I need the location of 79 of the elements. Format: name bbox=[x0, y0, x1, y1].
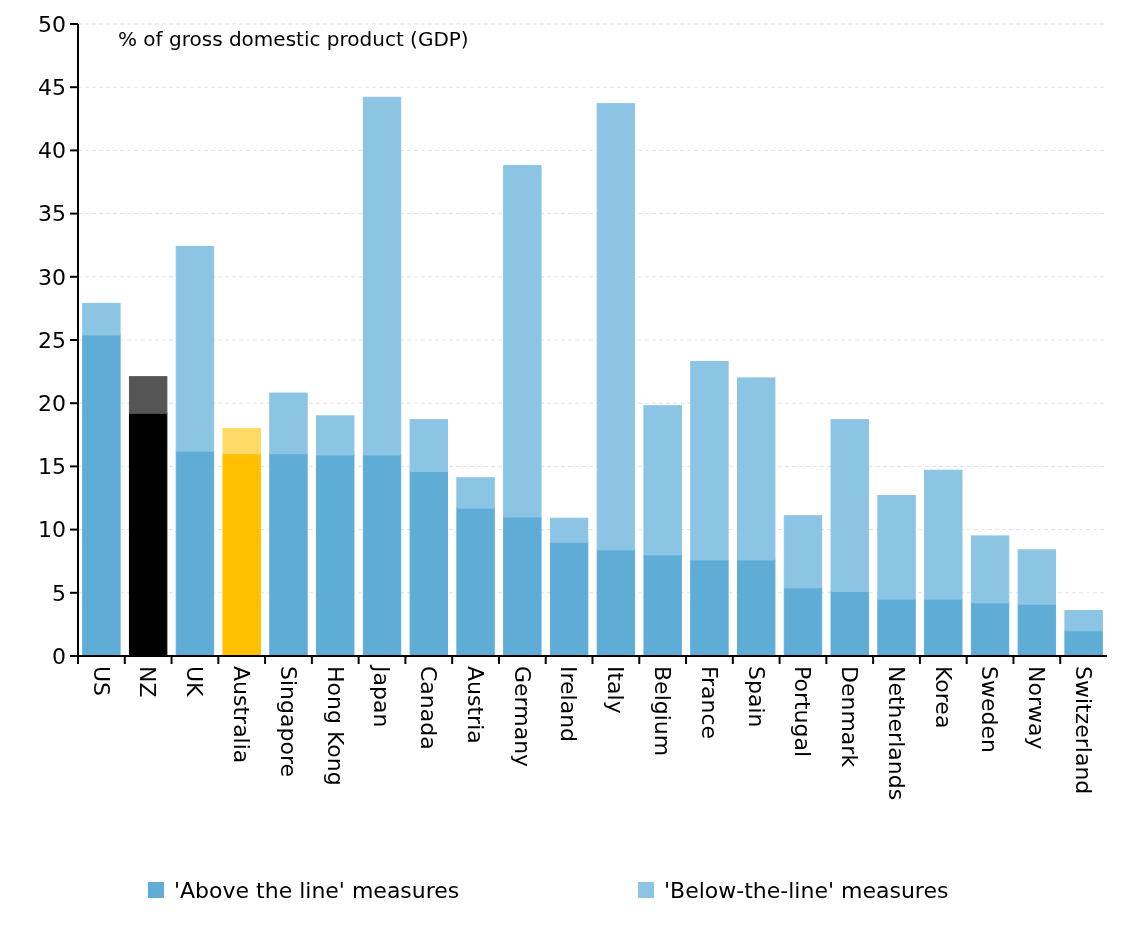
y-tick-label: 25 bbox=[38, 327, 66, 353]
bar bbox=[456, 477, 495, 509]
bar bbox=[970, 602, 1010, 657]
x-tick-label: Norway bbox=[1024, 666, 1050, 750]
x-tick-label: UK bbox=[182, 666, 208, 698]
bar bbox=[269, 392, 308, 455]
bar bbox=[830, 419, 869, 593]
x-tick-label: NZ bbox=[135, 666, 161, 698]
x-tick-label: Sweden bbox=[977, 666, 1003, 753]
bar bbox=[596, 103, 636, 551]
x-tick-label: Denmark bbox=[837, 666, 863, 768]
y-tick-label: 35 bbox=[38, 201, 66, 227]
bar bbox=[596, 549, 636, 657]
bar bbox=[1064, 610, 1103, 632]
x-tick-label: Korea bbox=[930, 666, 956, 729]
x-tick-label: Spain bbox=[743, 666, 769, 728]
x-tick-label: Portugal bbox=[790, 666, 816, 758]
x-tick-label: Belgium bbox=[649, 666, 675, 757]
x-tick-label: Switzerland bbox=[1070, 666, 1096, 795]
bar bbox=[830, 591, 869, 657]
bar bbox=[269, 453, 308, 657]
bar bbox=[175, 450, 215, 657]
y-tick-label: 45 bbox=[38, 74, 66, 100]
x-tick-label: France bbox=[696, 666, 722, 740]
bar bbox=[222, 427, 261, 455]
bar bbox=[456, 507, 495, 657]
y-tick-label: 50 bbox=[38, 11, 66, 37]
x-tick-label: Canada bbox=[416, 666, 442, 750]
y-tick-label: 0 bbox=[52, 643, 66, 669]
bar bbox=[82, 302, 121, 336]
bar bbox=[690, 559, 729, 657]
x-tick-label: US bbox=[88, 666, 114, 697]
legend-label: 'Above the line' measures bbox=[174, 877, 460, 903]
bar bbox=[316, 415, 355, 456]
bar bbox=[82, 334, 121, 657]
bar bbox=[503, 516, 542, 657]
bar bbox=[503, 165, 542, 518]
y-axis-title: % of gross domestic product (GDP) bbox=[118, 27, 469, 51]
bar bbox=[128, 376, 168, 414]
bar bbox=[409, 419, 448, 472]
x-tick-label: Hong Kong bbox=[322, 666, 348, 786]
x-tick-label: Germany bbox=[509, 666, 535, 768]
bar bbox=[549, 517, 589, 543]
y-tick-label: 10 bbox=[38, 517, 66, 543]
bar bbox=[737, 377, 776, 561]
bar bbox=[643, 554, 682, 657]
bar bbox=[643, 405, 682, 556]
bar bbox=[362, 96, 402, 456]
bar bbox=[222, 453, 261, 657]
y-tick-label: 5 bbox=[52, 580, 66, 606]
y-tick-label: 15 bbox=[38, 454, 66, 480]
x-tick-label: Singapore bbox=[275, 666, 301, 777]
bar bbox=[783, 515, 823, 589]
legend-label: 'Below-the-line' measures bbox=[664, 877, 949, 903]
bar bbox=[737, 559, 776, 657]
bar bbox=[316, 454, 355, 657]
y-tick-label: 40 bbox=[38, 138, 66, 164]
bar bbox=[877, 598, 916, 657]
y-tick-label: 20 bbox=[38, 390, 66, 416]
bar bbox=[1064, 630, 1103, 657]
bar bbox=[409, 470, 448, 657]
x-tick-label: Austria bbox=[462, 666, 488, 744]
bar bbox=[877, 494, 916, 600]
bar bbox=[924, 598, 963, 657]
y-tick-label: 30 bbox=[38, 264, 66, 290]
bar bbox=[1017, 549, 1057, 605]
x-tick-label: Netherlands bbox=[883, 666, 909, 801]
x-tick-label: Australia bbox=[229, 666, 254, 764]
bar bbox=[924, 469, 963, 600]
bar bbox=[783, 587, 823, 657]
bar bbox=[549, 541, 589, 657]
x-tick-label: Ireland bbox=[556, 666, 582, 743]
bar bbox=[175, 245, 215, 452]
bar bbox=[1017, 603, 1057, 657]
bar bbox=[970, 535, 1010, 604]
bar bbox=[362, 454, 402, 657]
bar bbox=[690, 360, 729, 561]
x-tick-label: Italy bbox=[603, 666, 629, 714]
x-tick-label: Japan bbox=[369, 664, 395, 728]
